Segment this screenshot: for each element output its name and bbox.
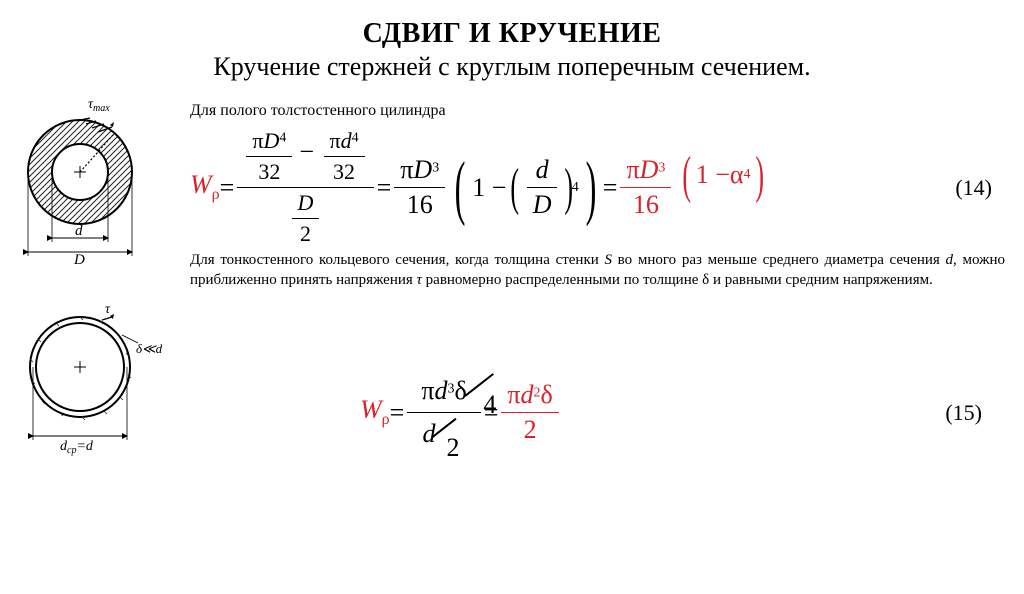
- thick-cylinder-svg: τmax d D: [10, 94, 160, 279]
- paragraph-thin-wall: Для тонкостенного кольцевого сечения, ко…: [190, 250, 1005, 291]
- diagram-thick-cylinder: τmax d D: [10, 94, 160, 284]
- equals-1: =: [220, 173, 235, 203]
- caption-thick: Для полого толстостенного цилиндра: [190, 100, 446, 122]
- wrho-symbol-1: Wρ: [190, 170, 220, 204]
- tau-max-label: τmax: [88, 97, 110, 114]
- frac-pid3-16: πD3 16: [394, 155, 445, 220]
- wrho-symbol-2: Wρ: [360, 395, 390, 429]
- dcp-label: dср=d: [60, 439, 94, 456]
- eq-number-15: (15): [945, 400, 982, 426]
- equals-2: =: [377, 173, 392, 203]
- equals-4: =: [390, 398, 405, 428]
- frac-slash-1: πd3δ 4 d 2 00: [407, 370, 480, 455]
- eq14-red-result: πD3 16 ( 1 − α4 ): [617, 155, 767, 221]
- equation-14: Wρ = πD4 32 − πd4 32 D 2: [190, 128, 1010, 247]
- delta-ll-d-label: δ≪d: [136, 341, 163, 356]
- dim-d-label: d: [75, 223, 83, 239]
- page-title: СДВИГ И КРУЧЕНИЕ: [0, 18, 1024, 50]
- frac-big-1: πD4 32 − πd4 32 D 2: [237, 128, 373, 247]
- eq-number-14: (14): [955, 175, 992, 201]
- eq15-red-result: πd2δ 2: [498, 380, 561, 445]
- equation-15: Wρ = πd3δ 4 d 2 00 =: [360, 370, 1000, 455]
- tau-label-2: τ: [105, 305, 111, 317]
- thin-ring-svg: τ δ≪d dср=d: [10, 305, 170, 465]
- equals-3: =: [603, 173, 618, 203]
- diagram-thin-ring: τ δ≪d dср=d: [10, 305, 170, 470]
- page-subtitle: Кручение стержней с круглым поперечным с…: [0, 52, 1024, 82]
- dim-bigd-label: D: [73, 252, 85, 268]
- paren-group-1: ( 1 − ( d D )4 ): [448, 155, 603, 220]
